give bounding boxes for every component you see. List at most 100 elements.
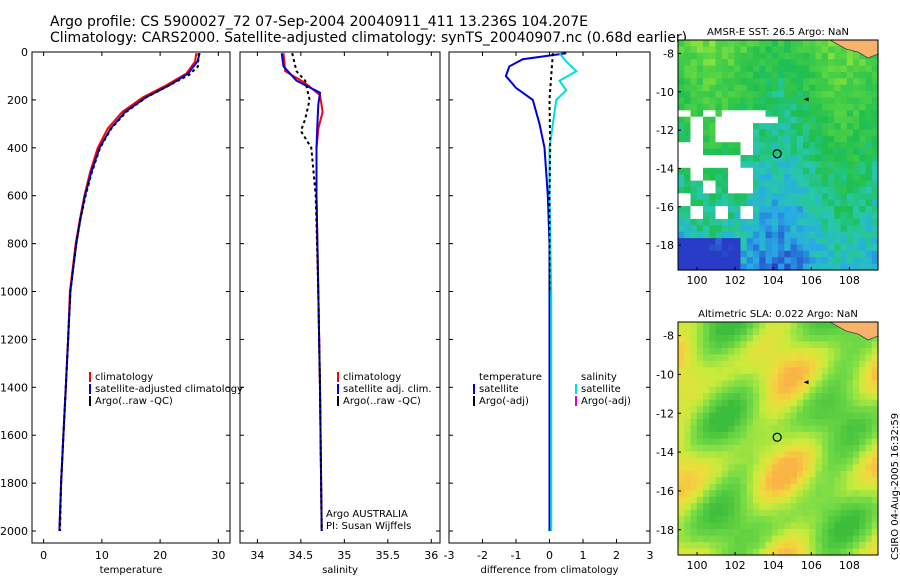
map-cell xyxy=(815,516,823,524)
map-cell xyxy=(696,238,704,246)
map-cell xyxy=(790,186,798,194)
map-cell xyxy=(859,334,867,342)
map-cell xyxy=(853,206,860,214)
map-cell xyxy=(853,477,860,485)
map-cell xyxy=(746,155,754,162)
map-cell xyxy=(821,451,829,459)
map-cell xyxy=(734,193,742,201)
map-cell xyxy=(771,71,779,79)
map-cell xyxy=(678,148,685,156)
map-cell xyxy=(684,399,692,407)
map-cell xyxy=(734,483,742,491)
map-cell xyxy=(790,380,798,388)
map-cell xyxy=(696,129,704,137)
map-cell xyxy=(703,59,710,67)
map-cell xyxy=(790,84,798,92)
map-cell xyxy=(840,142,848,150)
map-cell xyxy=(815,548,823,556)
map-cell xyxy=(828,386,835,394)
map-cell xyxy=(815,212,823,220)
map-cell xyxy=(684,78,692,86)
map-cell xyxy=(678,535,685,543)
map-cell xyxy=(796,490,804,498)
map-cell xyxy=(771,380,779,388)
map-cell xyxy=(809,238,817,246)
map-cell xyxy=(865,250,873,258)
map-cell xyxy=(678,419,685,427)
map-cell xyxy=(696,360,704,368)
map-cell xyxy=(765,451,773,459)
map-cell xyxy=(690,46,698,54)
map-cell xyxy=(703,155,710,162)
map-cell xyxy=(740,231,748,239)
map-cell xyxy=(790,542,798,550)
map-cell xyxy=(865,212,873,220)
map-cell xyxy=(840,529,848,537)
map-cell xyxy=(746,406,754,414)
map-cell xyxy=(721,84,729,92)
temperature-xtick-label: 10 xyxy=(95,549,109,562)
map-cell xyxy=(728,116,735,124)
map-cell xyxy=(684,457,692,465)
map-cell xyxy=(771,516,779,524)
map-cell xyxy=(853,129,860,137)
map-cell xyxy=(815,509,823,517)
map-cell xyxy=(734,522,742,530)
map-cell xyxy=(834,155,842,162)
map-cell xyxy=(734,445,742,453)
map-cell xyxy=(803,535,810,543)
map-cell xyxy=(684,174,692,182)
map-cell xyxy=(709,167,717,175)
island-marker xyxy=(803,97,809,102)
map-cell xyxy=(734,360,742,368)
map-cell xyxy=(746,516,754,524)
map-cell xyxy=(734,244,742,252)
map-cell xyxy=(753,97,760,105)
map-cell xyxy=(684,129,692,137)
map-cell xyxy=(734,457,742,465)
map-cell xyxy=(728,59,735,67)
map-cell xyxy=(803,65,810,73)
map-cell xyxy=(715,522,723,530)
map-cell xyxy=(796,535,804,543)
map-cell xyxy=(740,483,748,491)
map-cell xyxy=(784,380,792,388)
timestamp-label: CSIRO 04-Aug-2005 16:32:59 xyxy=(890,412,900,560)
map-cell xyxy=(784,354,792,362)
map-cell xyxy=(784,438,792,446)
map-cell xyxy=(684,103,692,111)
map-cell xyxy=(840,135,848,143)
map-cell xyxy=(709,516,717,524)
map-cell xyxy=(734,322,742,330)
map-cell xyxy=(715,380,723,388)
map-cell xyxy=(734,509,742,517)
map-cell xyxy=(790,360,798,368)
map-cell xyxy=(709,238,717,246)
map-cell xyxy=(734,347,742,355)
map-cell xyxy=(865,155,873,162)
map-cell xyxy=(778,110,785,118)
map-cell xyxy=(784,71,792,79)
map-cell xyxy=(696,386,704,394)
map-cell xyxy=(821,503,829,511)
map-cell xyxy=(759,393,767,401)
map-cell xyxy=(803,193,810,201)
map-cell xyxy=(684,477,692,485)
map-cell xyxy=(678,322,685,330)
map-cell xyxy=(696,135,704,143)
temperature-xtick-label: 0 xyxy=(40,549,47,562)
map-cell xyxy=(709,522,717,530)
map-cell xyxy=(784,180,792,188)
map-cell xyxy=(790,419,798,427)
map-cell xyxy=(815,438,823,446)
map-cell xyxy=(678,218,685,226)
map-cell xyxy=(803,477,810,485)
map-cell xyxy=(734,367,742,375)
map-cell xyxy=(715,548,723,556)
map-cell xyxy=(859,167,867,175)
map-cell xyxy=(834,419,842,427)
map-cell xyxy=(678,250,685,258)
map-cell xyxy=(871,244,879,252)
map-cell xyxy=(684,225,692,233)
map-cell xyxy=(709,360,717,368)
